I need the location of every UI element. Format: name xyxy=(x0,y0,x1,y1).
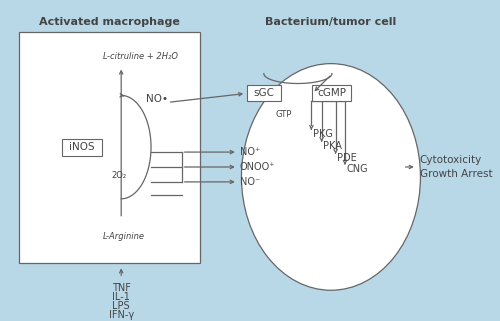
Text: IFN-γ: IFN-γ xyxy=(108,310,134,320)
Text: IL-1: IL-1 xyxy=(112,292,130,302)
Text: PKG: PKG xyxy=(313,129,333,139)
Text: Activated macrophage: Activated macrophage xyxy=(39,17,180,27)
Text: TNF: TNF xyxy=(112,283,130,293)
Text: cGMP: cGMP xyxy=(318,89,346,99)
Text: PDE: PDE xyxy=(338,153,357,163)
Text: GTP: GTP xyxy=(275,110,291,119)
Text: NO•: NO• xyxy=(146,94,169,104)
Bar xyxy=(247,85,280,101)
Text: sGC: sGC xyxy=(254,89,274,99)
Bar xyxy=(18,32,201,264)
Text: NO⁺: NO⁺ xyxy=(240,147,260,157)
Text: iNOS: iNOS xyxy=(69,142,95,152)
Text: L-citruline + 2H₂O: L-citruline + 2H₂O xyxy=(102,52,178,61)
Text: ONOO⁺: ONOO⁺ xyxy=(240,162,275,172)
Ellipse shape xyxy=(242,64,420,290)
Text: Growth Arrest: Growth Arrest xyxy=(420,169,492,179)
Text: L-Arginine: L-Arginine xyxy=(102,232,144,241)
Text: Bacterium/tumor cell: Bacterium/tumor cell xyxy=(266,17,396,27)
Bar xyxy=(312,85,352,101)
Text: CNG: CNG xyxy=(347,164,368,174)
Text: NO⁻: NO⁻ xyxy=(240,177,260,187)
Text: 2O₂: 2O₂ xyxy=(112,171,127,180)
Text: Cytotoxicity: Cytotoxicity xyxy=(420,155,482,165)
Text: PKA: PKA xyxy=(324,141,342,151)
Text: LPS: LPS xyxy=(112,301,130,311)
Bar xyxy=(62,139,102,156)
